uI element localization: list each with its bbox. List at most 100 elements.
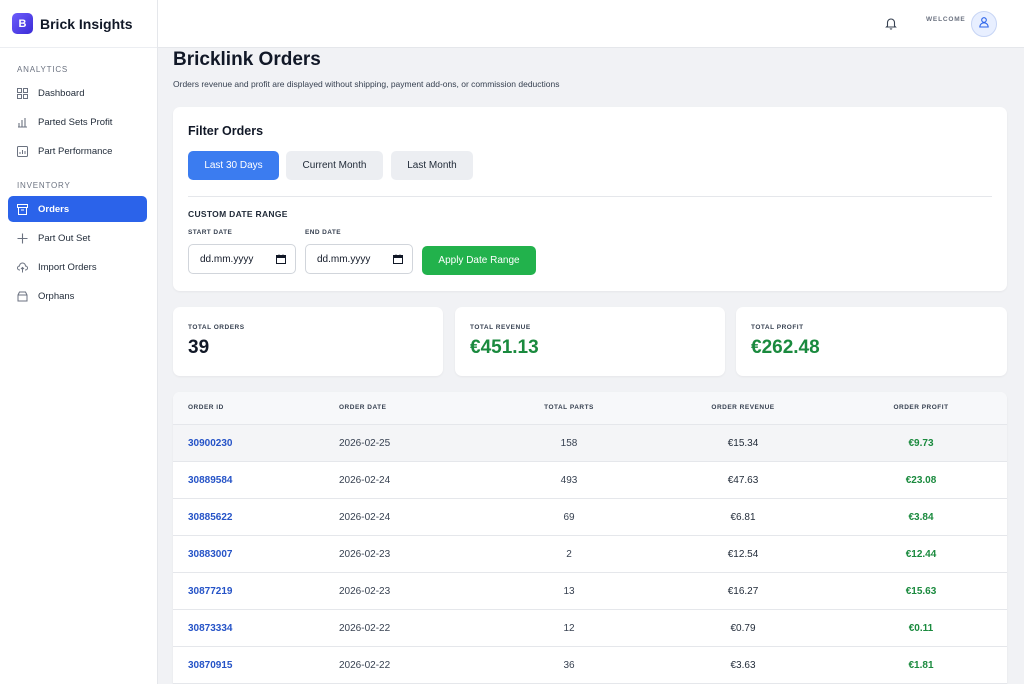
table-row[interactable]: 30873334 2026-02-22 12 €0.79 €0.11 [173, 610, 1007, 647]
current-month-button[interactable]: Current Month [286, 151, 383, 180]
start-date-label: START DATE [188, 229, 233, 236]
report-icon [17, 145, 28, 157]
total-orders-card: TOTAL ORDERS 39 [173, 307, 443, 376]
total-profit-value: €262.48 [751, 337, 820, 358]
grid-icon [17, 87, 28, 99]
sidebar-item-label: Dashboard [38, 87, 85, 99]
order-id-link[interactable]: 30885622 [188, 512, 233, 523]
welcome-label: WELCOME [926, 16, 966, 23]
total-revenue-value: €451.13 [470, 337, 539, 358]
table-row[interactable]: 30870915 2026-02-22 36 €3.63 €1.81 [173, 647, 1007, 684]
stat-label: TOTAL REVENUE [470, 324, 531, 331]
column-header-order-revenue[interactable]: ORDER REVENUE [711, 404, 775, 411]
page-title: Bricklink Orders [173, 49, 321, 70]
orders-table: ORDER ID ORDER DATE TOTAL PARTS ORDER RE… [173, 392, 1007, 684]
order-id-link[interactable]: 30873334 [188, 623, 233, 634]
order-date: 2026-02-23 [339, 549, 391, 560]
order-revenue: €16.27 [727, 586, 759, 597]
sidebar-item-label: Import Orders [38, 261, 97, 273]
order-revenue: €15.34 [727, 438, 759, 449]
nav-section-analytics: ANALYTICS [17, 65, 69, 74]
end-date-value: dd.mm.yyyy [317, 253, 371, 265]
sidebar-item-dashboard[interactable]: Dashboard [8, 80, 147, 106]
topbar: WELCOME [158, 0, 1024, 48]
bell-icon[interactable] [884, 16, 898, 30]
end-date-label: END DATE [305, 229, 341, 236]
apply-date-range-button[interactable]: Apply Date Range [422, 246, 536, 275]
order-revenue: €3.63 [730, 660, 756, 671]
order-revenue: €12.54 [727, 549, 759, 560]
order-profit: €23.08 [905, 475, 937, 486]
brand-logo: B [12, 13, 33, 34]
column-header-order-profit[interactable]: ORDER PROFIT [893, 404, 949, 411]
last-month-button[interactable]: Last Month [391, 151, 473, 180]
start-date-input[interactable]: dd.mm.yyyy [188, 244, 296, 274]
order-profit: €15.63 [905, 586, 937, 597]
last-30-days-button[interactable]: Last 30 Days [188, 151, 279, 180]
sidebar-item-orphans[interactable]: Orphans [8, 283, 147, 309]
order-date: 2026-02-24 [339, 475, 391, 486]
order-date: 2026-02-23 [339, 586, 391, 597]
total-parts: 158 [560, 438, 578, 449]
column-header-total-parts[interactable]: TOTAL PARTS [544, 404, 594, 411]
sidebar-item-parted-sets-profit[interactable]: Parted Sets Profit [8, 109, 147, 135]
box-icon [17, 291, 28, 302]
nav-section-inventory: INVENTORY [17, 181, 71, 190]
order-date: 2026-02-24 [339, 512, 391, 523]
start-date-value: dd.mm.yyyy [200, 253, 254, 265]
total-profit-card: TOTAL PROFIT €262.48 [736, 307, 1007, 376]
sidebar-item-part-performance[interactable]: Part Performance [8, 138, 147, 164]
order-id-link[interactable]: 30870915 [188, 660, 233, 671]
total-orders-value: 39 [188, 337, 210, 358]
sidebar-item-label: Part Performance [38, 145, 113, 157]
sidebar-item-label: Orphans [38, 290, 75, 302]
end-date-input[interactable]: dd.mm.yyyy [305, 244, 413, 274]
order-revenue: €0.79 [730, 623, 756, 634]
table-row[interactable]: 30900230 2026-02-25 158 €15.34 €9.73 [173, 425, 1007, 462]
sidebar-item-label: Parted Sets Profit [38, 116, 113, 128]
total-parts: 36 [563, 660, 575, 671]
filter-title: Filter Orders [188, 124, 264, 138]
order-profit: €12.44 [905, 549, 937, 560]
archive-icon [17, 203, 28, 215]
stat-label: TOTAL ORDERS [188, 324, 245, 331]
table-row[interactable]: 30889584 2026-02-24 493 €47.63 €23.08 [173, 462, 1007, 499]
table-row[interactable]: 30885622 2026-02-24 69 €6.81 €3.84 [173, 499, 1007, 536]
table-row[interactable]: 30877219 2026-02-23 13 €16.27 €15.63 [173, 573, 1007, 610]
calendar-icon[interactable] [276, 254, 286, 264]
order-id-link[interactable]: 30889584 [188, 475, 233, 486]
calendar-icon[interactable] [393, 254, 403, 264]
sidebar-item-import-orders[interactable]: Import Orders [8, 254, 147, 280]
table-row[interactable]: 30883007 2026-02-23 2 €12.54 €12.44 [173, 536, 1007, 573]
order-id-link[interactable]: 30877219 [188, 586, 233, 597]
total-revenue-card: TOTAL REVENUE €451.13 [455, 307, 725, 376]
total-parts: 69 [563, 512, 575, 523]
table-header: ORDER ID ORDER DATE TOTAL PARTS ORDER RE… [173, 392, 1007, 425]
order-profit: €9.73 [908, 438, 934, 449]
avatar[interactable] [971, 11, 997, 37]
bar-chart-icon [17, 117, 28, 128]
brand-name: Brick Insights [40, 15, 133, 32]
order-revenue: €47.63 [727, 475, 759, 486]
order-date: 2026-02-22 [339, 660, 391, 671]
order-id-link[interactable]: 30900230 [188, 438, 233, 449]
stat-label: TOTAL PROFIT [751, 324, 804, 331]
order-date: 2026-02-25 [339, 438, 391, 449]
brand[interactable]: B Brick Insights [0, 0, 157, 48]
order-profit: €1.81 [908, 660, 934, 671]
total-parts: 12 [563, 623, 575, 634]
sidebar: B Brick Insights ANALYTICS Dashboard Par… [0, 0, 158, 684]
filter-card: Filter Orders Last 30 Days Current Month… [173, 107, 1007, 291]
column-header-order-date[interactable]: ORDER DATE [339, 404, 387, 411]
order-profit: €0.11 [908, 623, 934, 634]
sidebar-item-orders[interactable]: Orders [8, 196, 147, 222]
order-date: 2026-02-22 [339, 623, 391, 634]
column-header-order-id[interactable]: ORDER ID [188, 404, 224, 411]
cloud-upload-icon [17, 262, 28, 273]
sidebar-item-part-out-set[interactable]: Part Out Set [8, 225, 147, 251]
sidebar-item-label: Part Out Set [38, 232, 91, 244]
order-revenue: €6.81 [730, 512, 756, 523]
sidebar-item-label: Orders [38, 203, 70, 215]
custom-date-range-label: CUSTOM DATE RANGE [188, 209, 288, 219]
order-id-link[interactable]: 30883007 [188, 549, 233, 560]
